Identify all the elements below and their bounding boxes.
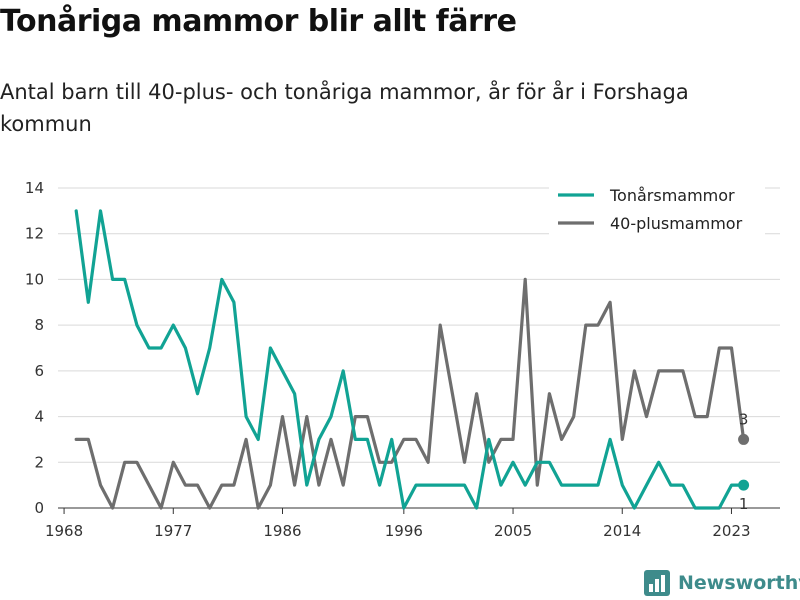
x-axis: 1968 1977 1986 1996 2005 2014 2023 (45, 507, 780, 540)
y-tick-label: 0 (34, 499, 44, 517)
y-tick-label: 12 (25, 225, 44, 243)
series-end-label: 3 (739, 410, 749, 428)
y-tick-label: 8 (34, 316, 44, 334)
y-axis-ticks: 0 2 4 6 8 10 12 14 (25, 179, 44, 517)
series-endpoints: 13 (738, 410, 750, 513)
series-end-point (738, 433, 750, 445)
newsworthy-logo: Newsworthy (644, 568, 800, 598)
x-tick-label: 1977 (154, 522, 192, 540)
chart-subtitle: Antal barn till 40-plus- och tonåriga ma… (0, 80, 689, 136)
legend: Tonårsmammor 40-plusmammor (549, 180, 765, 236)
series-lines (74, 209, 746, 510)
x-tick-label: 1968 (45, 522, 83, 540)
y-tick-label: 14 (25, 179, 44, 197)
y-tick-label: 10 (25, 270, 44, 288)
x-tick-label: 2023 (712, 522, 750, 540)
y-tick-label: 6 (34, 362, 44, 380)
x-tick-label: 2014 (603, 522, 641, 540)
x-tick-label: 1986 (263, 522, 301, 540)
chart-title: Tonåriga mammor blir allt färre (0, 4, 517, 39)
brand-name: Newsworthy (678, 572, 800, 594)
legend-label: Tonårsmammor (609, 186, 735, 205)
legend-label: 40-plusmammor (610, 214, 743, 233)
bar-chart-logo-icon (644, 570, 670, 596)
x-tick-label: 2005 (494, 522, 532, 540)
series-line-40-plusmammor (74, 277, 746, 510)
x-tick-label: 1996 (385, 522, 423, 540)
series-line-tonarsmammor (74, 209, 746, 510)
series-end-label: 1 (739, 495, 749, 513)
legend-background (549, 180, 765, 236)
y-tick-label: 2 (34, 453, 44, 471)
series-end-point (738, 479, 750, 491)
y-tick-label: 4 (34, 408, 44, 426)
